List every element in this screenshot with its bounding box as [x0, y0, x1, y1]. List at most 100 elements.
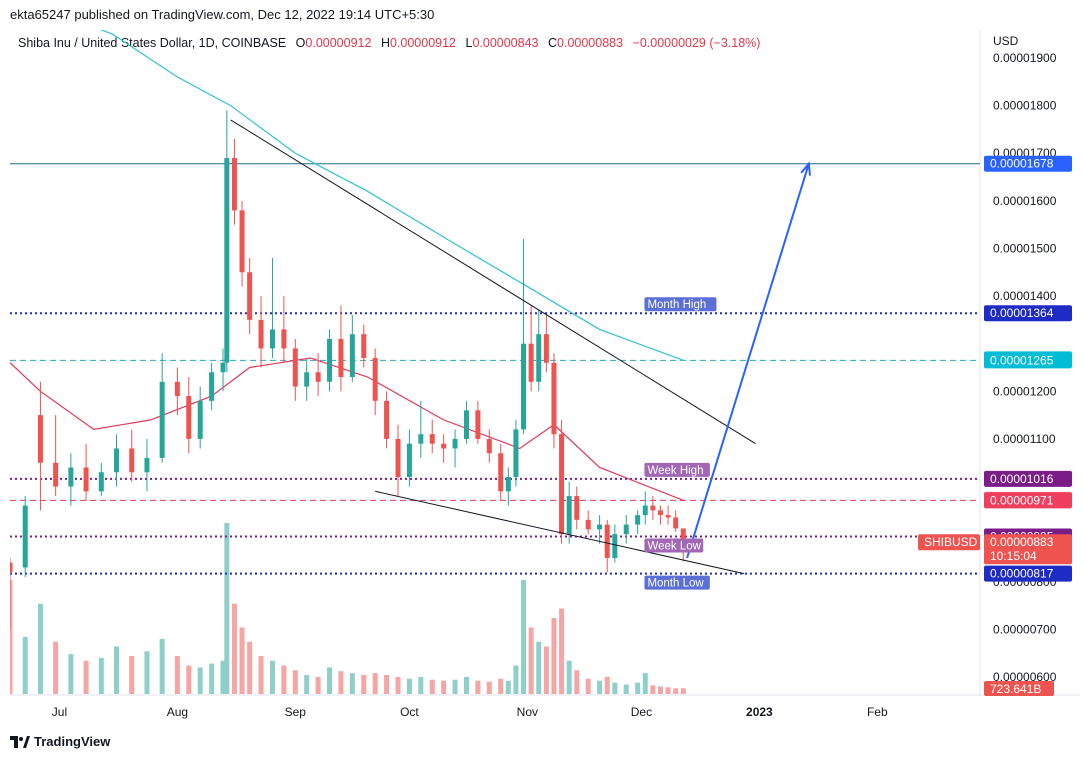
volume-bar	[498, 678, 504, 694]
candle-body	[315, 372, 321, 382]
volume-bar	[239, 627, 245, 694]
candle-body	[361, 334, 367, 358]
candle-body	[418, 434, 424, 444]
volume-bar	[258, 656, 264, 694]
volume-bar	[186, 665, 192, 694]
volume-bar	[612, 682, 618, 694]
volume-bar	[673, 688, 679, 694]
candle-body	[521, 343, 527, 430]
volume-bar	[338, 671, 344, 694]
candle-body	[114, 448, 120, 473]
volume-bar	[635, 682, 641, 694]
volume-tag-bg	[984, 681, 1054, 696]
candle-body	[258, 319, 264, 349]
candle-body	[209, 372, 215, 401]
candle-body	[197, 400, 203, 439]
candle-body	[269, 329, 275, 349]
volume-bar	[574, 670, 580, 694]
candle-body	[528, 343, 534, 382]
level-price-tag: 0.00000971	[990, 493, 1054, 507]
level-price-tag-bg	[984, 305, 1072, 322]
level-price-tag-bg	[984, 155, 1072, 172]
candle-body	[486, 438, 492, 454]
volume-bar	[361, 675, 367, 694]
candle-body	[174, 381, 180, 397]
volume-bar	[623, 684, 629, 694]
volume-bar	[429, 679, 435, 694]
candle-body	[98, 472, 104, 492]
level-label: Week Low	[647, 541, 701, 553]
level-price-tag-bg	[984, 492, 1072, 509]
level-price-tag-bg	[984, 470, 1072, 487]
volume-bar	[665, 687, 671, 694]
level-label-bg	[644, 538, 704, 553]
publisher-line: ekta65247 published on TradingView.com, …	[10, 7, 435, 22]
symbol-tag: SHIBUSD	[924, 535, 978, 549]
volume-bar	[543, 646, 549, 694]
close-key: C	[547, 36, 558, 50]
level-price-tag: 0.00001016	[990, 472, 1054, 486]
volume-bar	[349, 673, 355, 694]
volume-bar	[528, 627, 534, 694]
volume-bar	[231, 603, 237, 694]
y-tick-label: 0.00001600	[993, 194, 1057, 208]
projection-arrow	[686, 163, 810, 559]
level-label: Week High	[647, 465, 703, 477]
candle-body	[680, 528, 686, 543]
volume-bar	[197, 667, 203, 694]
candle-body	[22, 505, 28, 568]
currency-label: USD	[993, 34, 1019, 48]
low-value: 0.00000843	[472, 36, 539, 50]
candle-body	[574, 496, 580, 520]
y-tick-label: 0.00001100	[993, 432, 1056, 446]
level-label-bg	[644, 297, 717, 312]
volume-bar	[680, 688, 686, 694]
volume-bar	[292, 670, 298, 694]
candle-body	[68, 467, 74, 487]
symbol-name[interactable]: Shiba Inu / United States Dollar, 1D, CO…	[18, 36, 287, 50]
trend-line	[230, 119, 756, 445]
y-tick-label: 0.00001400	[993, 289, 1057, 303]
volume-bar	[129, 656, 135, 694]
candle-body	[292, 348, 298, 387]
volume-bar	[475, 680, 481, 694]
volume-bar	[418, 676, 424, 694]
volume-bar	[604, 676, 610, 694]
current-price-tag-bg	[984, 534, 1072, 565]
candle-body	[536, 334, 542, 382]
level-label: Month Low	[647, 578, 704, 590]
tradingview-wordmark: TradingView	[34, 734, 111, 749]
candle-body	[224, 157, 230, 363]
level-label: Month High	[647, 299, 706, 311]
volume-bar	[406, 678, 412, 694]
current-price-tag: 0.00000883	[990, 535, 1054, 549]
volume-bar	[384, 675, 390, 694]
close-value: 0.00000883	[557, 36, 624, 50]
candle-body	[186, 396, 192, 439]
volume-bar	[657, 686, 663, 694]
y-tick-label: 0.00001500	[993, 241, 1057, 255]
tradingview-icon	[10, 735, 30, 748]
candle-body	[327, 338, 333, 382]
symbol-tag-bg	[918, 534, 980, 551]
level-price-tag: 0.00000817	[990, 567, 1054, 581]
volume-bar	[68, 654, 74, 694]
volume-bar	[114, 646, 120, 694]
candle-body	[463, 410, 469, 439]
y-tick-label: 0.00001900	[993, 51, 1057, 65]
tradingview-logo[interactable]: TradingView	[10, 734, 110, 749]
y-tick-label: 0.00001200	[993, 384, 1057, 398]
volume-bar	[486, 681, 492, 694]
candle-body	[231, 157, 237, 211]
level-price-tag: 0.00001678	[990, 157, 1054, 171]
volume-bar	[463, 676, 469, 694]
candle-body	[665, 515, 671, 518]
open-value: 0.00000912	[305, 36, 372, 50]
candle-body	[513, 429, 519, 478]
symbol-legend: Shiba Inu / United States Dollar, 1D, CO…	[18, 36, 760, 50]
candle-body	[239, 210, 245, 273]
volume-bar	[174, 656, 180, 694]
candle-body	[10, 562, 13, 573]
candle-body	[384, 400, 390, 439]
